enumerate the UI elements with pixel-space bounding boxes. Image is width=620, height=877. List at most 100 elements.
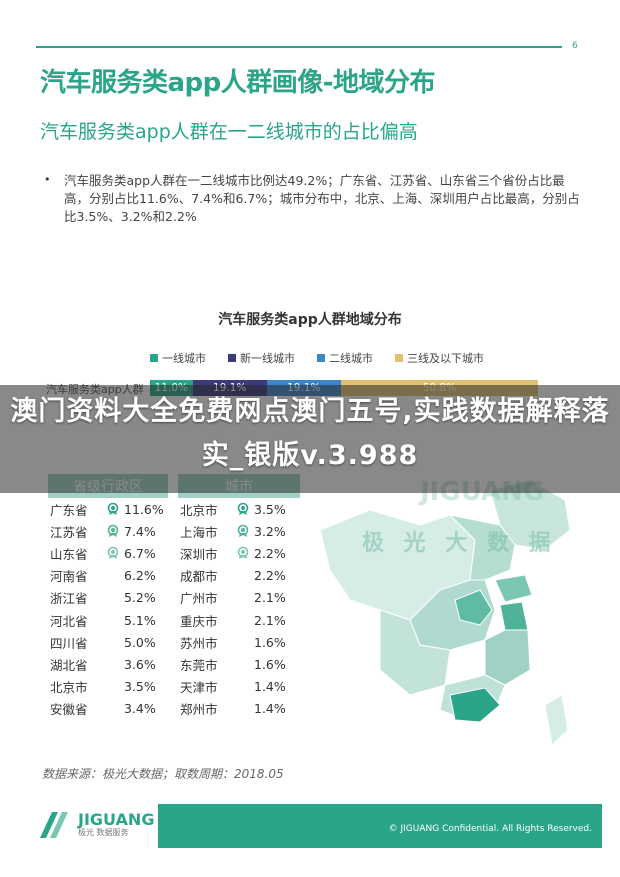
- map-region-shandong: [494, 574, 533, 603]
- row-value: 1.4%: [254, 701, 286, 717]
- table-row: 苏州市 1.6%: [178, 631, 300, 653]
- map-region-henan: [454, 589, 493, 626]
- table-row: 安徽省 3.4%: [48, 698, 168, 720]
- jiguang-logo-icon: [40, 812, 68, 838]
- row-name: 河北省: [50, 613, 88, 629]
- row-value: 3.2%: [254, 523, 286, 539]
- overlay-banner: [0, 385, 620, 493]
- row-name: 深圳市: [180, 546, 218, 562]
- chart-title: 汽车服务类app人群地域分布: [218, 312, 402, 328]
- row-value: 1.4%: [254, 679, 286, 695]
- page-number: 6: [572, 41, 578, 51]
- legend-swatch: [395, 354, 403, 362]
- footer-logo-text: JIGUANG: [78, 810, 155, 829]
- row-value: 6.7%: [124, 545, 156, 561]
- map-region-north: [448, 514, 516, 581]
- medal-icon: [232, 524, 254, 538]
- row-value: 3.5%: [254, 501, 286, 517]
- legend-item-tier1: 一线城市: [150, 350, 206, 366]
- row-value: 2.2%: [254, 568, 286, 584]
- row-value: 3.6%: [124, 656, 156, 672]
- row-name: 浙江省: [50, 591, 88, 607]
- legend-item-tier2: 二线城市: [317, 350, 373, 366]
- watermark-text: 极 光 大 数 据: [362, 531, 557, 556]
- page-subtitle: 汽车服务类app人群在一二线城市的占比偏高: [40, 121, 418, 143]
- footer-copyright: © JIGUANG Confidential. All Rights Reser…: [388, 824, 592, 834]
- bullet-text: 汽车服务类app人群在一二线城市比例达49.2%；广东省、江苏省、山东省三个省份…: [64, 173, 580, 224]
- legend-item-new-tier1: 新一线城市: [228, 350, 295, 366]
- table-row: 北京市 3.5%: [48, 676, 168, 698]
- table-row: 天津市 1.4%: [178, 676, 300, 698]
- row-name: 东莞市: [180, 657, 218, 673]
- row-value: 2.1%: [254, 590, 286, 606]
- table-row: 河北省 5.1%: [48, 609, 168, 631]
- row-value: 6.2%: [124, 568, 156, 584]
- row-value: 7.4%: [124, 523, 156, 539]
- row-name: 上海市: [180, 524, 218, 540]
- medal-icon: [232, 502, 254, 516]
- legend-swatch: [228, 354, 236, 362]
- map-region-jiangsu: [499, 601, 529, 631]
- table-row: 北京市 3.5%: [178, 498, 300, 520]
- footer-logo: JIGUANG 极光 数据服务: [36, 808, 154, 842]
- table-row: 东莞市 1.6%: [178, 653, 300, 675]
- legend-label: 一线城市: [162, 352, 206, 365]
- table-row: 上海市 3.2%: [178, 520, 300, 542]
- row-name: 苏州市: [180, 635, 218, 651]
- table-row: 江苏省 7.4%: [48, 520, 168, 542]
- row-name: 北京市: [50, 680, 88, 696]
- row-name: 山东省: [50, 546, 88, 562]
- china-map: [319, 479, 571, 746]
- legend-swatch: [317, 354, 325, 362]
- legend-item-tier3-below: 三线及以下城市: [395, 350, 484, 366]
- row-value: 5.1%: [124, 612, 156, 628]
- table-row: 广州市 2.1%: [178, 587, 300, 609]
- table-row: 成都市 2.2%: [178, 565, 300, 587]
- table-row: 郑州市 1.4%: [178, 698, 300, 720]
- row-value: 3.5%: [124, 679, 156, 695]
- table-row: 四川省 5.0%: [48, 631, 168, 653]
- table-row: 浙江省 5.2%: [48, 587, 168, 609]
- row-value: 2.2%: [254, 545, 286, 561]
- map-region-east: [484, 629, 531, 686]
- map-region-guangdong: [449, 687, 501, 723]
- row-name: 广州市: [180, 591, 218, 607]
- map-region-islands: [544, 694, 569, 746]
- map-region-southwest: [379, 609, 451, 696]
- table-row: 山东省 6.7%: [48, 542, 168, 564]
- row-name: 重庆市: [180, 613, 218, 629]
- row-value: 11.6%: [124, 501, 164, 517]
- row-name: 北京市: [180, 502, 218, 518]
- row-name: 成都市: [180, 569, 218, 585]
- row-name: 湖北省: [50, 657, 88, 673]
- data-source: 数据来源：极光大数据；取数周期：2018.05: [42, 767, 284, 781]
- table-row: 湖北省 3.6%: [48, 653, 168, 675]
- top-rule: [36, 46, 562, 48]
- row-name: 广东省: [50, 502, 88, 518]
- row-value: 3.4%: [124, 701, 156, 717]
- row-value: 2.1%: [254, 612, 286, 628]
- city-table: 城市 北京市3.5%上海市3.2%深圳市2.2%成都市2.2%广州市2.1%重庆…: [178, 474, 300, 720]
- bullet-marker: •: [44, 173, 51, 186]
- footer-bar: [158, 804, 602, 848]
- overlay-banner-text: 澳门资料大全免费网点澳门五号,实践数据解释落实_银版v.3.988: [10, 396, 610, 471]
- medal-icon: [102, 524, 124, 538]
- province-table: 省级行政区 广东省11.6%江苏省7.4%山东省6.7%河南省6.2%浙江省5.…: [48, 474, 168, 720]
- row-value: 1.6%: [254, 634, 286, 650]
- legend-label: 新一线城市: [240, 352, 295, 365]
- page-title: 汽车服务类app人群画像-地域分布: [40, 68, 436, 98]
- row-name: 四川省: [50, 635, 88, 651]
- footer-logo-subtext: 极光 数据服务: [78, 828, 129, 837]
- footer-logo-text-block: JIGUANG 极光 数据服务: [78, 812, 154, 838]
- row-value: 5.0%: [124, 634, 156, 650]
- medal-icon: [102, 546, 124, 560]
- legend-swatch: [150, 354, 158, 362]
- medal-icon: [232, 546, 254, 560]
- medal-icon: [102, 502, 124, 516]
- row-name: 江苏省: [50, 524, 88, 540]
- row-name: 河南省: [50, 569, 88, 585]
- row-name: 天津市: [180, 680, 218, 696]
- row-name: 安徽省: [50, 702, 88, 718]
- row-value: 1.6%: [254, 656, 286, 672]
- table-row: 重庆市 2.1%: [178, 609, 300, 631]
